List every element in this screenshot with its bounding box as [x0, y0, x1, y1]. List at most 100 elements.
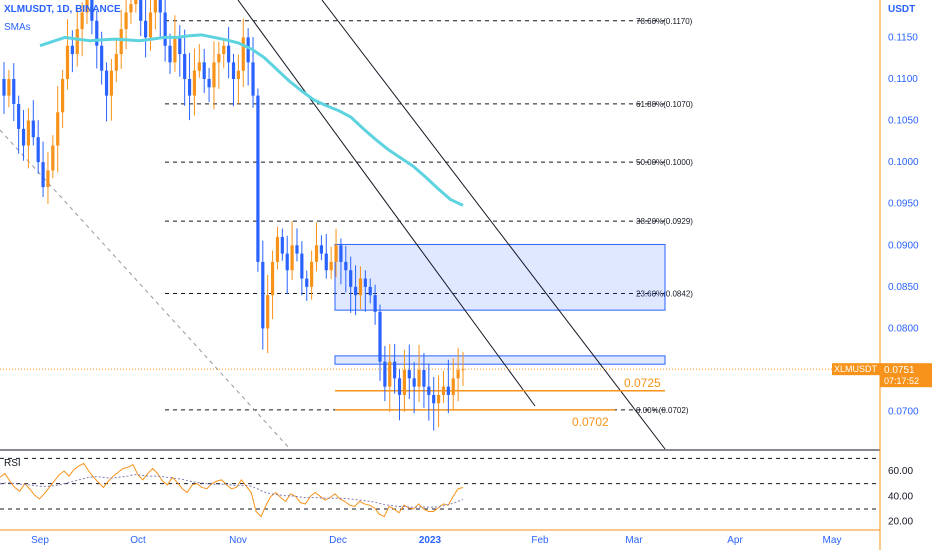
- candle-body: [26, 120, 31, 146]
- price-tick-label: 0.1050: [888, 116, 919, 127]
- candle-body: [60, 78, 65, 113]
- candle-body: [300, 253, 304, 279]
- candle-body: [7, 78, 11, 96]
- candle-body: [363, 278, 367, 287]
- candle-body: [397, 378, 402, 395]
- candle-body: [407, 370, 411, 379]
- candle-body: [158, 0, 162, 13]
- fib-level-label: 0.00%(0.0702): [636, 406, 689, 415]
- support-label: 0.0702: [572, 415, 609, 429]
- candle-body: [31, 120, 35, 138]
- candle-body: [339, 245, 343, 262]
- candle-body: [41, 162, 45, 188]
- candle-body: [319, 245, 323, 254]
- price-tick-label: 0.0950: [888, 199, 919, 210]
- candle-body: [183, 54, 187, 79]
- candle-body: [349, 270, 353, 287]
- candle-body: [80, 12, 84, 30]
- candle-body: [12, 78, 16, 104]
- time-tick-label: 2023: [419, 535, 442, 546]
- candle-body: [461, 369, 465, 371]
- candle-body: [197, 62, 201, 71]
- time-tick-label: Nov: [229, 535, 247, 546]
- candle-body: [246, 37, 250, 63]
- candle-body: [329, 261, 333, 271]
- candle-body: [139, 0, 143, 21]
- candle-body: [290, 245, 294, 271]
- candle-body: [451, 378, 455, 395]
- candle-body: [261, 261, 265, 329]
- candle-body: [324, 253, 328, 271]
- candle-body: [388, 361, 392, 387]
- rsi-tick-label: 60.00: [888, 466, 913, 477]
- candle-body: [17, 103, 21, 129]
- price-tick-label: 0.0800: [888, 323, 919, 334]
- channel-line-lower: [237, 0, 536, 407]
- candle-body: [383, 361, 387, 387]
- candle-body: [46, 170, 50, 188]
- time-tick-label: Apr: [727, 535, 743, 546]
- candle-body: [56, 112, 60, 146]
- symbol-tag-label: XLMUSDT: [834, 364, 878, 374]
- candle-body: [446, 386, 450, 395]
- candle-body: [153, 0, 157, 13]
- candle-body: [417, 370, 421, 387]
- rsi-tick-label: 20.00: [888, 517, 913, 528]
- support-label: 0.0725: [624, 376, 661, 390]
- candle-body: [70, 45, 74, 55]
- candle-body: [344, 261, 348, 271]
- candle-body: [90, 0, 94, 21]
- fib-level-label: 50.00%(0.1000): [636, 158, 693, 167]
- symbol-title[interactable]: XLMUSDT, 1D, BINANCE: [4, 4, 121, 15]
- candle-body: [422, 370, 426, 387]
- price-tag: [880, 363, 932, 388]
- candle-body: [207, 78, 211, 88]
- candle-body: [280, 236, 284, 254]
- candle-body: [456, 370, 460, 379]
- symbol-tag: [832, 363, 880, 376]
- price-tick-label: 0.1100: [888, 74, 918, 85]
- candle-body: [275, 236, 280, 262]
- candle-body: [173, 37, 177, 63]
- candle-body: [353, 286, 358, 296]
- candle-body: [124, 12, 128, 30]
- candle-body: [236, 70, 240, 79]
- candle-body: [168, 45, 172, 63]
- candle-body: [51, 145, 55, 171]
- candle-body: [432, 394, 436, 404]
- supply-demand-zone: [334, 355, 666, 365]
- candle-body: [251, 62, 255, 96]
- rsi-line: [0, 462, 464, 518]
- fib-level-label: 78.60%(0.1170): [636, 17, 693, 26]
- sma-line: [39, 33, 464, 207]
- candle-body: [65, 45, 70, 79]
- last-price-value: 0.0751: [884, 365, 915, 376]
- candle-body: [241, 37, 245, 71]
- candle-body: [227, 45, 231, 63]
- candle-body: [266, 295, 270, 329]
- candle-body: [427, 386, 431, 395]
- rsi-indicator-label[interactable]: RSI: [4, 458, 21, 469]
- candle-body: [378, 311, 382, 362]
- candle-body: [393, 361, 397, 379]
- candle-body: [217, 54, 221, 63]
- candle-body: [129, 4, 133, 13]
- candle-body: [114, 54, 118, 71]
- candle-body: [231, 62, 236, 79]
- candle-body: [441, 386, 446, 395]
- candle-body: [270, 261, 275, 296]
- candle-body: [104, 70, 109, 96]
- candle-body: [256, 95, 260, 262]
- time-tick-label: Dec: [329, 535, 347, 546]
- time-tick-label: Oct: [130, 535, 146, 546]
- candle-body: [187, 78, 192, 96]
- channel-line-upper: [321, 0, 666, 450]
- candle-body: [36, 137, 40, 163]
- fib-level-label: 38.20%(0.0929): [636, 217, 693, 226]
- currency-label: USDT: [888, 4, 916, 15]
- sma-indicator-label[interactable]: SMAs: [4, 22, 31, 33]
- candle-body: [373, 295, 377, 312]
- candle-body: [119, 29, 123, 55]
- candle-body: [334, 245, 338, 262]
